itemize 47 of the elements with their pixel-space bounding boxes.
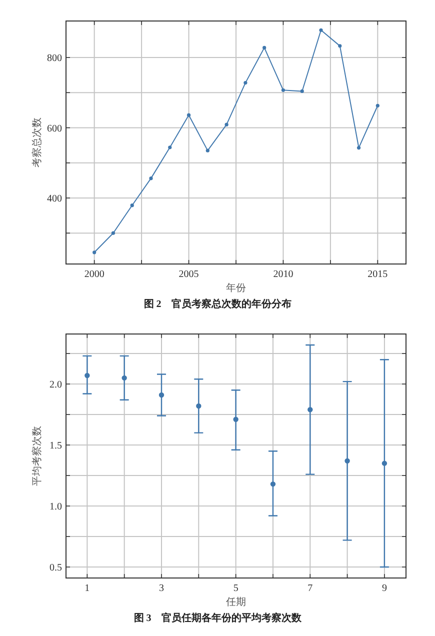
- point: [356, 146, 361, 150]
- text: 图 3 官员任期各年份的平均考察次数: [134, 612, 302, 624]
- y-tick-label: 600: [47, 123, 62, 134]
- point: [382, 460, 388, 466]
- x-tick-label: 1: [84, 583, 90, 594]
- point: [92, 250, 96, 254]
- y-axis-title: 平均考察次数: [31, 426, 43, 486]
- point: [244, 81, 248, 85]
- point: [168, 146, 172, 150]
- point: [130, 204, 134, 208]
- point: [233, 416, 238, 422]
- point: [300, 89, 304, 94]
- point: [319, 28, 323, 32]
- x-tick-label: 7: [308, 583, 313, 594]
- point: [308, 407, 313, 412]
- point: [224, 122, 228, 126]
- y-tick-label: 0.5: [50, 562, 62, 574]
- x-tick-label: 2005: [178, 269, 199, 280]
- point: [186, 113, 191, 117]
- point: [84, 372, 90, 378]
- x-tick-label: 2000: [84, 269, 104, 280]
- y-tick-label: 1.0: [50, 502, 62, 513]
- point: [376, 104, 380, 108]
- x-tick-label: 2015: [368, 269, 388, 280]
- point: [149, 176, 153, 180]
- point: [122, 375, 127, 381]
- x-tick-label: 5: [233, 583, 238, 594]
- x-axis-title: 任期: [225, 596, 246, 608]
- x-tick-label: 9: [382, 583, 387, 594]
- x-tick-label: 2010: [273, 269, 294, 280]
- y-tick-label: 2.0: [50, 380, 62, 391]
- point: [344, 458, 350, 464]
- point: [196, 403, 202, 409]
- point: [338, 44, 342, 48]
- y-tick-label: 1.5: [50, 440, 62, 452]
- y-tick-label: 400: [47, 193, 62, 204]
- x-axis-title: 年份: [226, 282, 246, 294]
- point: [270, 481, 276, 487]
- point: [111, 231, 116, 235]
- point: [262, 46, 266, 50]
- point: [281, 88, 286, 92]
- y-tick-label: 800: [47, 53, 62, 64]
- y-axis-title: 考察总次数: [31, 118, 43, 168]
- text: 图 2 官员考察总次数的年份分布: [144, 298, 292, 310]
- x-tick-label: 3: [158, 583, 164, 594]
- point: [206, 148, 210, 152]
- point: [158, 392, 164, 398]
